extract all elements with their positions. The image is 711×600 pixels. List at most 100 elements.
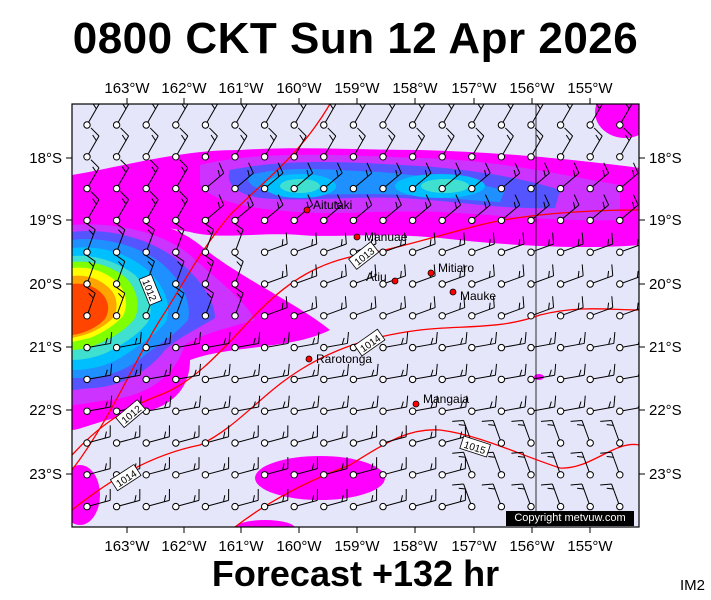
wind-barb: [172, 159, 189, 193]
wind-barb: [497, 363, 527, 384]
wind-barb: [600, 419, 624, 447]
wind-barb: [408, 488, 437, 511]
wind-barb: [83, 425, 111, 447]
wind-barb: [379, 104, 396, 129]
wind-barb: [349, 457, 378, 479]
wind-barb: [468, 363, 497, 384]
wind-barb: [172, 222, 185, 256]
wind-barb: [112, 488, 141, 511]
wind-barb: [379, 395, 409, 415]
wind-barb: [320, 162, 343, 193]
wind-barb: [260, 162, 284, 193]
lat-label-left: 22°S: [29, 402, 62, 419]
wind-barb: [527, 296, 555, 320]
wind-barb: [349, 395, 379, 415]
wind-barb: [112, 159, 130, 193]
wind-barb: [600, 483, 624, 511]
wind-barb: [497, 264, 525, 288]
lon-label-bottom: 159°W: [334, 538, 380, 555]
lat-label-left: 21°S: [29, 339, 62, 356]
page-title: 0800 CKT Sun 12 Apr 2026: [72, 14, 639, 63]
wind-barb: [83, 127, 100, 161]
lon-label-top: 156°W: [509, 80, 555, 97]
wind-barb: [320, 194, 343, 225]
wind-barb: [260, 127, 278, 161]
wind-barb: [379, 425, 407, 447]
lon-label-top: 158°W: [392, 80, 438, 97]
wind-barb: [497, 162, 521, 193]
wind-barb: [379, 127, 396, 161]
wind-barb: [112, 286, 126, 320]
wind-barb: [201, 488, 230, 511]
lon-label-bottom: 163°W: [104, 538, 150, 555]
wind-barb: [172, 191, 189, 225]
wind-barb: [201, 104, 218, 129]
wind-barb: [438, 296, 466, 320]
isobar-line: [234, 429, 639, 527]
lon-label-bottom: 160°W: [276, 538, 322, 555]
wind-barb: [570, 483, 594, 511]
wind-barb: [438, 162, 462, 193]
isobar-line: [72, 308, 639, 511]
wind-barb: [260, 457, 289, 479]
wind-barb: [201, 194, 225, 225]
wind-barb: [570, 451, 594, 479]
lat-label-right: 22°S: [649, 402, 682, 419]
wind-barb: [408, 425, 437, 447]
wind-barb: [290, 127, 307, 161]
wind-barb: [142, 457, 170, 479]
wind-barb: [497, 395, 527, 415]
wind-barb: [172, 457, 200, 479]
wind-barb: [320, 232, 347, 256]
wind-barb: [468, 264, 495, 288]
wind-barb: [231, 127, 248, 161]
wind-barb: [320, 104, 337, 129]
wind-barb: [438, 488, 466, 511]
wind-barb: [201, 222, 215, 256]
wind-barb: [570, 419, 594, 447]
wind-barb: [586, 363, 616, 384]
wind-barb: [290, 296, 318, 320]
wind-barb: [172, 254, 185, 288]
place-marker: Atiu: [366, 270, 399, 285]
wind-barb: [112, 222, 126, 256]
wind-barb: [290, 457, 318, 479]
wind-barb: [586, 162, 610, 193]
place-label: Mauke: [460, 289, 496, 303]
wind-barb: [408, 296, 436, 320]
wind-barb: [527, 194, 550, 225]
lon-label-top: 161°W: [218, 80, 264, 97]
wind-barb: [201, 425, 230, 447]
lon-label-bottom: 162°W: [161, 538, 207, 555]
lat-label-left: 20°S: [29, 276, 62, 293]
wind-barb: [201, 127, 218, 161]
wind-barb: [586, 232, 614, 256]
lon-label-top: 160°W: [276, 80, 322, 97]
wind-barb: [231, 222, 244, 256]
wind-barb: [379, 363, 409, 384]
wind-barb: [468, 194, 491, 225]
wind-barb: [172, 127, 189, 161]
lat-label-right: 19°S: [649, 212, 682, 229]
wind-barb: [438, 457, 466, 479]
wind-barb: [290, 488, 318, 511]
wind-barb: [540, 419, 565, 447]
wind-barb: [320, 395, 349, 415]
wind-barb: [452, 451, 476, 479]
wind-barb: [497, 332, 527, 352]
wind-barb: [616, 270, 639, 288]
wind-barb: [586, 127, 603, 161]
wind-barb: [586, 264, 614, 288]
wind-barb: [320, 296, 347, 320]
wind-barb: [497, 127, 514, 161]
lon-label-bottom: 155°W: [567, 538, 613, 555]
wind-barb: [290, 104, 307, 129]
wind-barb: [616, 371, 639, 384]
wind-barb: [616, 104, 633, 129]
wind-barb: [481, 419, 506, 447]
lon-label-bottom: 158°W: [392, 538, 438, 555]
places: Aitutaki Manuae Mitiaro Atiu Mauke Rarotonga M…: [303, 198, 496, 408]
wind-barb: [527, 395, 557, 415]
wind-barb: [556, 162, 580, 193]
